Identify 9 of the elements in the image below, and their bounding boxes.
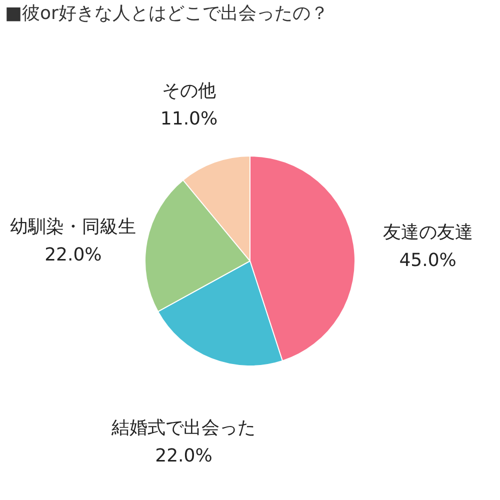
slice-label: 友達の友達 — [382, 222, 473, 243]
data-label: 22.0% — [155, 445, 212, 466]
slice-label: 幼馴染・同級生 — [10, 216, 136, 238]
data-label: 45.0% — [399, 250, 456, 271]
slice-label: 結婚式で出会った — [110, 417, 256, 438]
slice-label: その他 — [162, 80, 216, 102]
chart-title: ■彼or好きな人とはどこで出会ったの？ — [5, 3, 328, 24]
data-label: 22.0% — [44, 244, 102, 266]
data-label: 11.0% — [160, 108, 218, 130]
